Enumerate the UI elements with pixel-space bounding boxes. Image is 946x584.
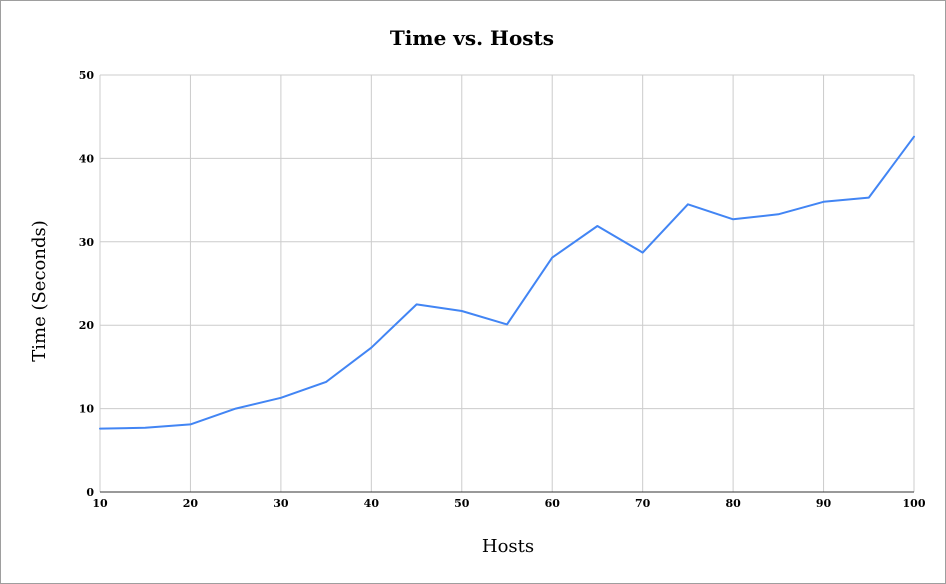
x-tick-label: 80 — [725, 497, 741, 510]
series-layer — [99, 135, 915, 430]
x-tick-label: 20 — [183, 497, 199, 510]
series-line — [99, 135, 915, 430]
y-tick-label: 50 — [79, 69, 95, 82]
x-tick-labels: 10 20 30 40 50 60 70 80 90 100 — [92, 497, 925, 510]
grid — [99, 74, 915, 493]
y-tick-label: 40 — [79, 152, 95, 165]
x-tick-label: 70 — [635, 497, 651, 510]
x-tick-label: 30 — [273, 497, 289, 510]
x-tick-label: 100 — [903, 497, 926, 510]
y-tick-label: 0 — [86, 486, 94, 499]
x-axis-label: Hosts — [482, 536, 534, 557]
x-tick-label: 40 — [364, 497, 380, 510]
y-tick-label: 30 — [79, 236, 95, 249]
chart-title: Time vs. Hosts — [390, 26, 554, 50]
y-tick-labels: 0 10 20 30 40 50 — [79, 69, 95, 499]
x-tick-label: 60 — [545, 497, 561, 510]
x-tick-label: 50 — [454, 497, 470, 510]
x-tick-label: 90 — [816, 497, 832, 510]
y-tick-label: 20 — [79, 319, 95, 332]
y-tick-label: 10 — [79, 403, 95, 416]
y-axis-label: Time (Seconds) — [29, 220, 50, 362]
x-tick-label: 10 — [92, 497, 108, 510]
